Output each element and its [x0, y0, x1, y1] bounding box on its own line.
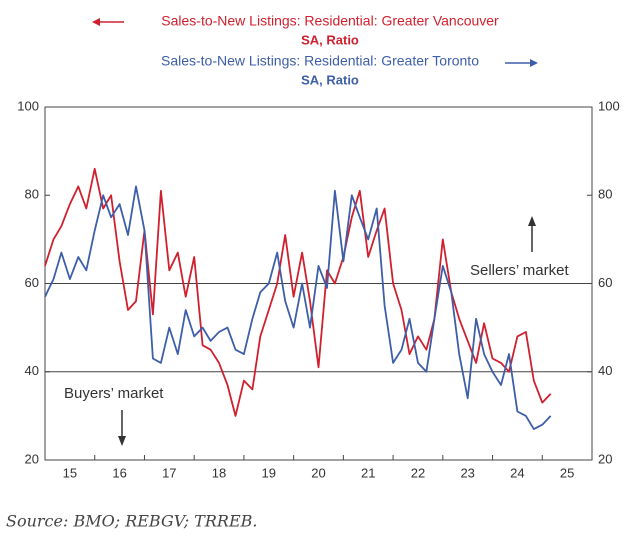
annotation-arrow: [118, 410, 126, 446]
legend-arrow: [505, 59, 538, 67]
x-tick-label: 22: [411, 465, 425, 480]
x-tick-label: 17: [162, 465, 176, 480]
x-tick-label: 19: [262, 465, 276, 480]
annotation: Buyers’ market: [64, 385, 164, 402]
y2-tick-label: 20: [598, 451, 612, 466]
series-line: [44, 185, 552, 430]
y-tick-label: 100: [17, 98, 39, 113]
y2-tick-label: 60: [598, 275, 612, 290]
y2-tick-label: 100: [598, 98, 620, 113]
y-tick-label: 80: [25, 187, 39, 202]
legend-units: SA, Ratio: [301, 32, 359, 47]
y-tick-label: 40: [25, 363, 39, 378]
x-tick-label: 18: [212, 465, 226, 480]
x-tick-label: 24: [510, 465, 524, 480]
x-tick-label: 15: [63, 465, 77, 480]
x-tick-label: 16: [112, 465, 126, 480]
legend-label: Sales-to-New Listings: Residential: Grea…: [161, 53, 479, 69]
y2-tick-label: 80: [598, 187, 612, 202]
y-tick-label: 60: [25, 275, 39, 290]
legend-arrow: [92, 18, 124, 26]
y-tick-label: 20: [25, 451, 39, 466]
y2-tick-label: 40: [598, 363, 612, 378]
legend-units: SA, Ratio: [301, 72, 359, 87]
x-tick-label: 20: [311, 465, 325, 480]
annotation: Sellers’ market: [470, 262, 569, 279]
legend-label: Sales-to-New Listings: Residential: Grea…: [161, 13, 499, 29]
source-note: Source: BMO; REBGV; TRREB.: [6, 512, 257, 531]
x-tick-label: 25: [560, 465, 574, 480]
x-tick-label: 23: [460, 465, 474, 480]
series-line: [44, 167, 552, 417]
x-tick-label: 21: [361, 465, 375, 480]
annotation-arrow: [528, 216, 536, 252]
